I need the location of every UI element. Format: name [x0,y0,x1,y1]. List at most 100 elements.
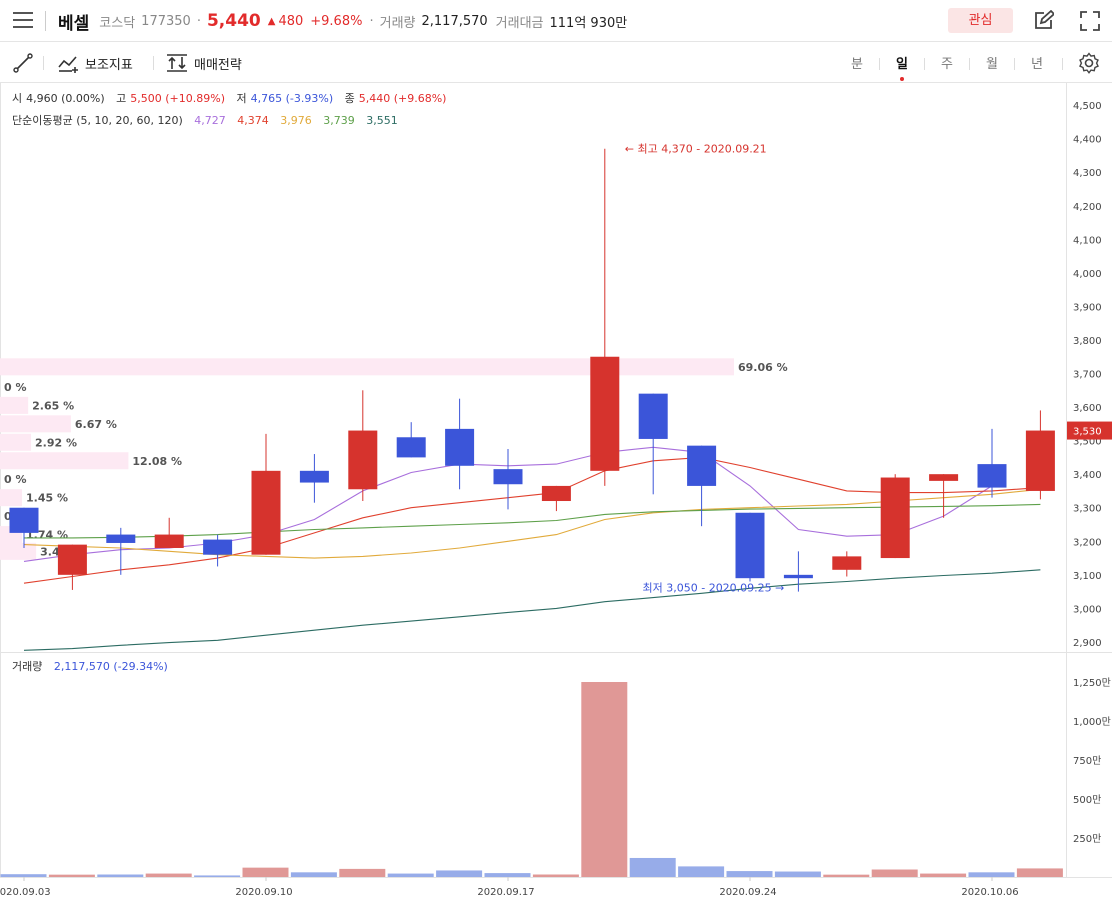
x-tick-label: 2020.09.17 [477,887,534,898]
price-chart[interactable]: 69.06 % 0 % 2.65 %6.67 % 2.92 % 12.08 % 0 % 1.… [0,83,1112,907]
volume-bar [968,872,1015,877]
volume-profile-bar [0,489,22,507]
divider [45,11,46,31]
candle-body [977,464,1007,488]
volume-bars [0,682,1063,877]
volume-profile-bar [0,433,32,451]
high-value: 5,500 (+10.89%) [130,92,225,105]
draw-line-icon [13,53,33,73]
dot-separator: · [369,13,374,29]
high-label: 고 [116,92,127,105]
indicator-icon [58,56,78,73]
volume-profile-label: 2.92 % [35,436,77,449]
ma-line-10 [23,456,1041,584]
y-tick-label: 4,100 [1073,235,1102,246]
volume-bar [726,871,773,877]
volume-bar [290,872,337,877]
current-price-label: 3,530 [1073,427,1102,438]
y-tick-label: 2,900 [1073,638,1102,649]
period-year[interactable]: 년 [1031,57,1043,72]
dot-separator: · [196,13,201,29]
volume-profile-bar [0,415,71,433]
strategy-button[interactable]: 매매전략 [166,43,242,83]
ma-line-120 [23,569,1041,651]
candle-body [9,507,39,533]
y-tick-label: 4,300 [1073,168,1102,179]
ma-line-60 [24,503,1041,539]
divider [924,58,925,70]
volume-profile-bar [0,396,29,414]
y-tick-label: 3,300 [1073,504,1102,515]
volume-info-value: 2,117,570 (-29.34%) [53,660,168,673]
ma60-value: 3,739 [323,114,355,127]
divider [1062,58,1063,70]
candle-body [203,539,233,555]
y-tick-label: 4,500 [1073,101,1102,112]
y-tick-label: 3,700 [1073,370,1102,381]
y-tick-label: 3,500 [1073,437,1102,448]
x-tick-label: 2020.10.06 [961,887,1018,898]
y-tick-label: 4,400 [1073,135,1102,146]
volume-tick-label: 1,000만 [1073,716,1111,728]
edit-icon[interactable] [1032,10,1054,32]
volume-profile-label: 12.08 % [132,455,182,468]
volume-bar [774,871,821,877]
y-tick-label: 3,900 [1073,302,1102,313]
volume-tick-label: 500만 [1073,794,1101,806]
x-tick-label: 2020.09.10 [235,887,292,898]
volume-profile: 69.06 % 0 % 2.65 %6.67 % 2.92 % 12.08 % 0 % 1.… [0,358,788,560]
ma5-value: 4,727 [194,114,226,127]
volume-profile-label: 1.45 % [26,492,68,505]
settings-icon[interactable] [1078,52,1100,74]
volume-bar [242,867,289,877]
candle-body [154,534,184,548]
volume-tick-label: 1,250만 [1073,677,1111,689]
ohlc-info: 시 4,960 (0.00%) 고 5,500 (+10.89%) 저 4,765 (… [12,90,450,106]
volume-tick-label: 250만 [1073,833,1101,845]
candle-body [590,356,620,471]
ma-label: 단순이동평균 (5, 10, 20, 60, 120) [12,114,183,127]
chart-toolbar: 보조지표 매매전략 분 일 주 월 년 [0,43,1112,83]
volume-profile-bar [0,452,129,470]
volume-bar [871,869,918,877]
candle-body [783,574,813,579]
volume-profile-label: 0 % [4,473,27,486]
strategy-icon [167,54,187,72]
candle-body [1025,430,1055,491]
favorite-button[interactable]: 관심 [948,8,1013,33]
volume-bar [0,874,47,877]
candle-body [251,470,281,555]
candle-body [735,512,765,579]
period-minute[interactable]: 분 [851,57,863,72]
indicator-button[interactable]: 보조지표 [58,43,133,83]
current-price: 5,440 [206,11,261,31]
candles [9,148,1055,592]
period-month[interactable]: 월 [986,57,998,72]
period-week[interactable]: 주 [941,57,953,72]
candle-body [880,477,910,559]
y-tick-label: 3,400 [1073,470,1102,481]
active-dot [900,77,904,81]
fullscreen-icon[interactable] [1079,10,1101,32]
volume-bar [387,873,434,877]
market-name: 코스닥 [99,15,136,31]
candle-body [929,474,959,481]
volume-bar [581,682,628,877]
volume-profile-label: 2.65 % [32,399,74,412]
volume-bar [823,874,870,877]
volume-profile-label: 0 % [4,381,27,394]
period-day[interactable]: 일 [890,53,914,81]
volume-bar [532,874,579,877]
chart-frame [0,83,1112,878]
close-value: 5,440 (+9.68%) [358,92,447,105]
y-tick-label: 3,000 [1073,604,1102,615]
menu-icon[interactable] [13,11,33,29]
candle-body [445,428,475,466]
volume-bar [339,868,386,877]
annotations: ← 최고 4,370 - 2020.09.21 최저 3,050 - 2020.0… [625,143,785,595]
x-tick-label: 2020.09.24 [719,887,776,898]
draw-line-tool[interactable] [13,43,33,83]
low-label: 저 [236,92,247,105]
ma10-value: 4,374 [237,114,269,127]
amount-value: 111억 930만 [549,15,628,31]
